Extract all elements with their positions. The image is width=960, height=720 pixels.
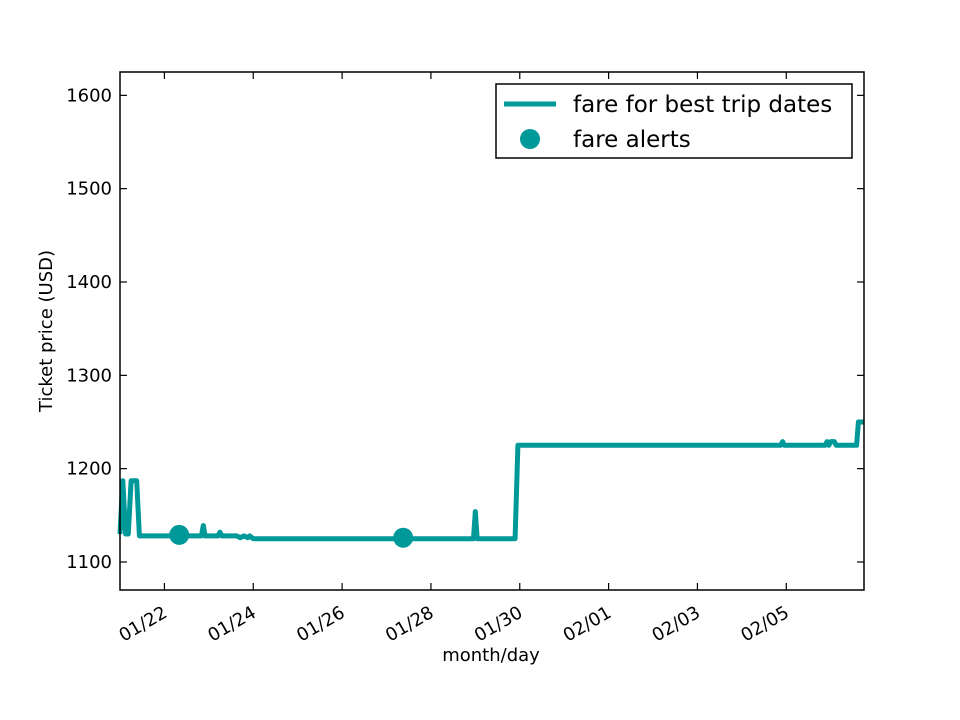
fare-alert-point (169, 524, 190, 545)
y-tick-label: 1400 (66, 272, 112, 293)
y-tick-label: 1100 (66, 552, 112, 573)
x-tick-label: 01/26 (293, 602, 348, 646)
x-tick-label: 01/24 (204, 602, 259, 646)
y-tick-label: 1300 (66, 365, 112, 386)
x-tick-label: 02/03 (649, 602, 704, 646)
plot-frame (119, 71, 865, 591)
legend-box (495, 83, 853, 159)
x-tick-label: 01/28 (382, 602, 437, 646)
legend-marker-swatch (520, 129, 540, 149)
legend-entry-alerts: fare alerts (573, 127, 691, 153)
y-tick-label: 1200 (66, 459, 112, 480)
legend-entry-fare: fare for best trip dates (573, 92, 832, 118)
x-tick-label: 01/22 (115, 602, 170, 646)
x-tick-label: 02/01 (560, 602, 615, 646)
series-line-fare (117, 419, 864, 542)
fare-alert-point (393, 527, 414, 548)
x-tick-label: 01/30 (471, 602, 526, 646)
y-tick-label: 1500 (66, 179, 112, 200)
y-axis-label: Ticket price (USD) (36, 250, 57, 413)
x-axis-label: month/day (442, 645, 540, 666)
y-tick-label: 1600 (66, 85, 112, 106)
series-layer (117, 419, 864, 548)
x-tick-label: 02/05 (737, 602, 792, 646)
legend: fare for best trip dates fare alerts (495, 83, 853, 159)
y-axis: 1100 1200 1300 1400 1500 1600 (66, 85, 864, 573)
